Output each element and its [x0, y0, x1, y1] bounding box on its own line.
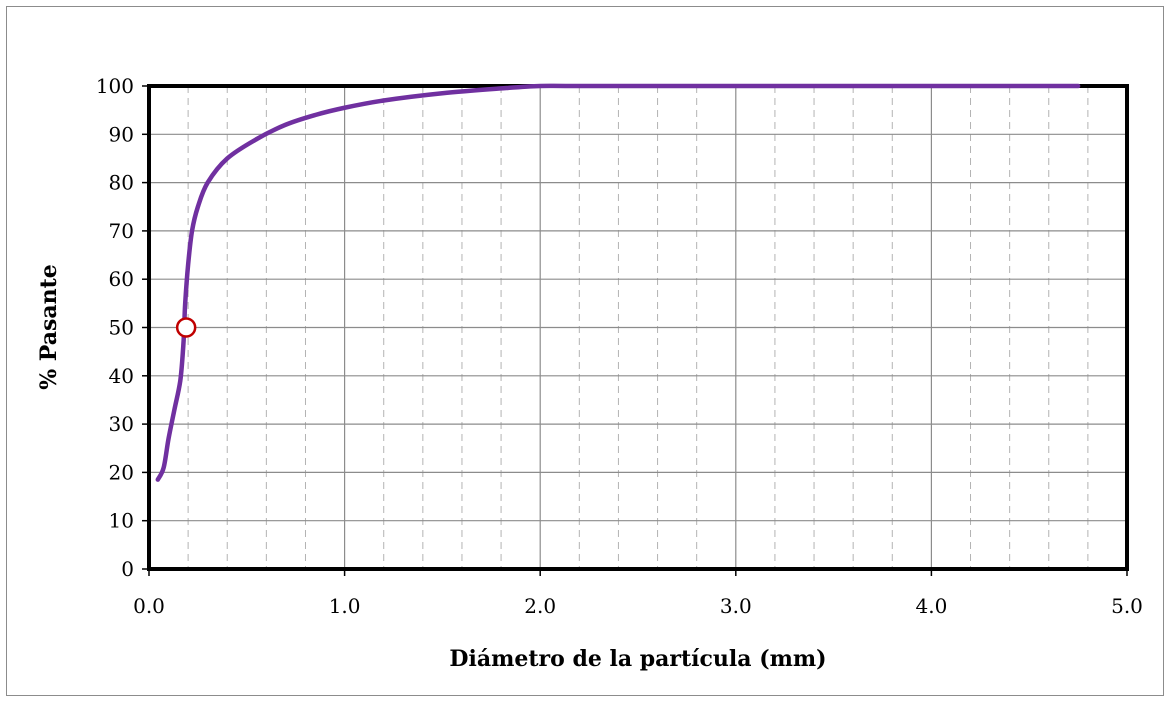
x-tick-label: 1.0: [329, 594, 361, 618]
y-tick-label: 70: [109, 219, 134, 243]
major-gridlines: [149, 86, 1127, 569]
y-tick-label: 90: [109, 122, 134, 146]
y-tick-label: 10: [109, 509, 134, 533]
x-tick-label: 0.0: [133, 594, 165, 618]
x-tick-label: 5.0: [1111, 594, 1143, 618]
y-tick-label: 40: [109, 364, 134, 388]
d50-marker: [175, 317, 197, 338]
y-tick-label: 60: [109, 267, 134, 291]
x-tick-label: 2.0: [524, 594, 556, 618]
y-tick-label: 80: [109, 171, 134, 195]
y-tick-label: 30: [109, 412, 134, 436]
x-axis-ticks: 0.0 1.0 2.0 3.0 4.0 5.0: [133, 569, 1143, 618]
y-tick-label: 0: [121, 557, 134, 581]
y-tick-label: 100: [96, 74, 134, 98]
x-axis-title: Diámetro de la partícula (mm): [449, 646, 826, 672]
x-tick-label: 3.0: [720, 594, 752, 618]
series-line: [155, 83, 1081, 482]
marker-layer: [175, 317, 197, 338]
y-axis-ticks: 0 10 20 30 40 50 60 70 80 90 100: [96, 74, 149, 581]
y-tick-label: 20: [109, 460, 134, 484]
y-axis-title: % Pasante: [36, 264, 62, 390]
y-tick-label: 50: [109, 316, 134, 340]
x-tick-label: 4.0: [915, 594, 947, 618]
series-layer: [155, 83, 1081, 482]
